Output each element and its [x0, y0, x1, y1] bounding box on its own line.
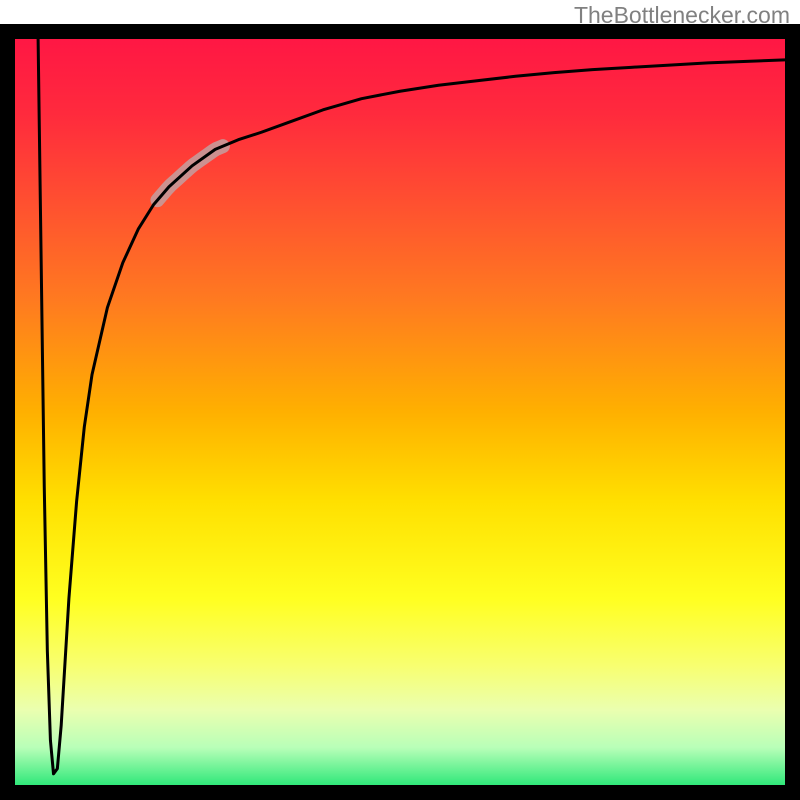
chart-container: TheBottlenecker.com	[0, 0, 800, 800]
plot-svg	[0, 0, 800, 800]
watermark-text: TheBottlenecker.com	[574, 2, 790, 29]
plot-background	[15, 39, 785, 785]
